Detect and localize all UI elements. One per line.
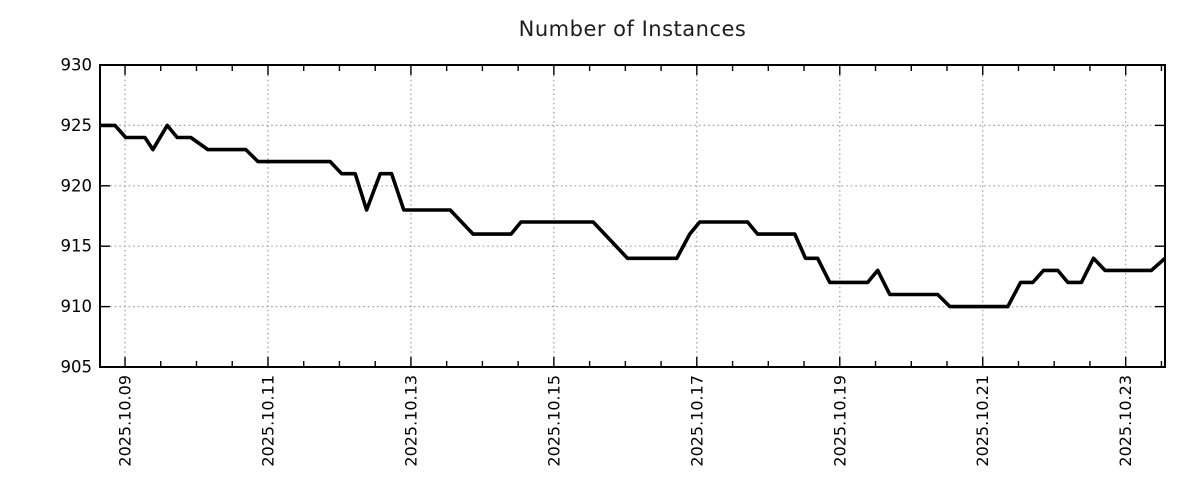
series-line-instances (100, 123, 1167, 309)
x-tick-label: 2025.10.23 (1116, 375, 1135, 467)
x-axis-labels: 2025.10.09 2025.10.11 2025.10.13 2025.10.15… (116, 375, 1136, 467)
y-tick-label: 930 (61, 56, 93, 75)
x-tick-label: 2025.10.21 (973, 375, 992, 467)
y-tick-label: 925 (61, 116, 93, 135)
x-tick-label: 2025.10.13 (401, 375, 420, 467)
axis-ticks (101, 64, 1164, 368)
y-axis-labels: 905 910 915 920 925 930 (61, 56, 93, 377)
chart-title: Number of Instances (518, 17, 747, 41)
y-tick-label: 910 (61, 297, 93, 316)
x-tick-label: 2025.10.11 (258, 375, 277, 467)
y-tick-label: 920 (61, 176, 93, 195)
x-tick-label: 2025.10.09 (116, 375, 135, 467)
x-tick-label: 2025.10.17 (687, 375, 706, 467)
plot-border (99, 64, 1166, 368)
x-tick-label: 2025.10.19 (830, 375, 849, 467)
x-tick-label: 2025.10.15 (544, 375, 563, 467)
gridlines (101, 66, 1164, 366)
y-tick-label: 915 (61, 237, 93, 256)
y-tick-label: 905 (61, 358, 93, 377)
